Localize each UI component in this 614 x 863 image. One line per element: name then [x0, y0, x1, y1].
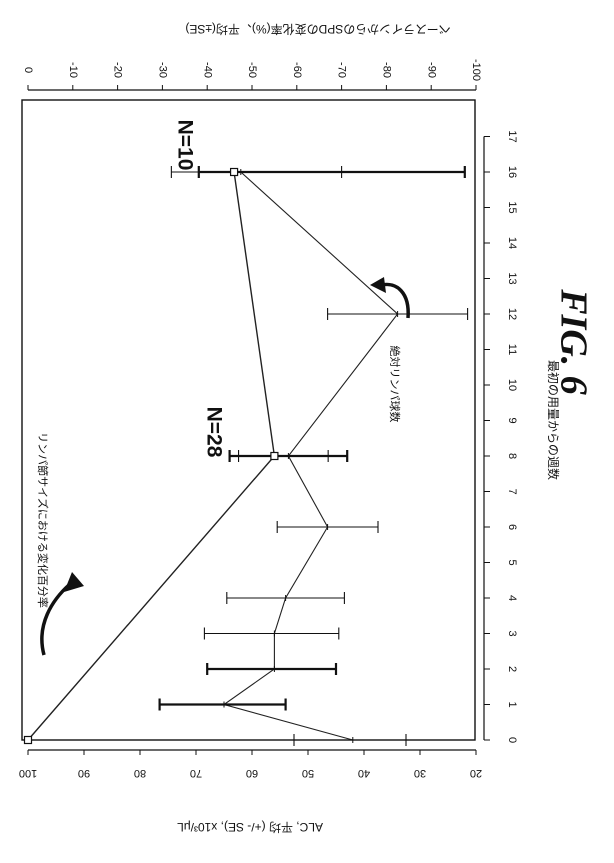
- data-point-square: [271, 453, 278, 460]
- y-right-tick-label: -80: [380, 62, 392, 78]
- y-left-tick-label: 20: [470, 767, 482, 779]
- y-left-tick-label: 60: [246, 767, 258, 779]
- x-tick-label: 12: [506, 308, 518, 320]
- annotation-alc: 絶対リンパ球数: [388, 346, 402, 423]
- x-tick-label: 16: [506, 166, 518, 178]
- y-right-tick-label: -100: [470, 59, 482, 81]
- x-tick-label: 2: [506, 666, 518, 672]
- x-tick-label: 8: [506, 453, 518, 459]
- annotation-arrowhead: [64, 572, 84, 592]
- x-tick-label: 14: [506, 237, 518, 249]
- y-left-tick-label: 90: [78, 767, 90, 779]
- y-right-tick-label: -90: [425, 62, 437, 78]
- y-right-tick-label: 0: [22, 67, 34, 73]
- y-left-tick-label: 70: [190, 767, 202, 779]
- y-right-tick-label: -10: [67, 62, 79, 78]
- y-left-axis-title: ALC, 平均 (+/- SE), x10³/μL: [177, 820, 323, 834]
- y-left-tick-label: 50: [302, 767, 314, 779]
- annotation-arrow: [382, 284, 408, 318]
- figure-label: FIG. 6: [552, 288, 594, 395]
- y-right-tick-label: -30: [156, 62, 168, 78]
- x-tick-label: 1: [506, 701, 518, 707]
- data-point-square: [231, 169, 238, 176]
- n-label-week16: N=10: [173, 120, 196, 171]
- plot-area: 01234567891011121314151617最初の用量からの週数2030…: [19, 22, 594, 834]
- y-left-tick-label: 80: [134, 767, 146, 779]
- x-tick-label: 17: [506, 130, 518, 142]
- x-tick-label: 11: [506, 344, 518, 355]
- x-tick-label: 3: [506, 630, 518, 636]
- y-left-tick-label: 40: [358, 767, 370, 779]
- y-right-tick-label: -70: [336, 62, 348, 78]
- n-label-week8: N=28: [202, 407, 225, 458]
- x-tick-label: 5: [506, 559, 518, 565]
- x-tick-label: 13: [506, 272, 518, 284]
- x-tick-label: 0: [506, 737, 518, 743]
- x-tick-label: 9: [506, 417, 518, 423]
- x-tick-label: 15: [506, 201, 518, 213]
- y-right-tick-label: -40: [201, 62, 213, 78]
- y-right-tick-label: -20: [112, 62, 124, 78]
- y-left-tick-label: 30: [414, 767, 426, 779]
- x-tick-label: 6: [506, 524, 518, 530]
- y-right-axis-title: ベースラインからのSPDの変化率(%)、平均(±SE): [185, 22, 450, 37]
- x-tick-label: 4: [506, 595, 518, 601]
- plot-frame: [22, 100, 475, 740]
- annotation-node-size: リンパ節サイズにおける変化百分率: [36, 432, 50, 608]
- y-left-tick-label: 100: [19, 767, 37, 779]
- x-tick-label: 7: [506, 488, 518, 494]
- y-right-tick-label: -60: [291, 62, 303, 78]
- data-point-square: [25, 737, 32, 744]
- y-right-tick-label: -50: [246, 62, 258, 78]
- x-tick-label: 10: [506, 379, 518, 391]
